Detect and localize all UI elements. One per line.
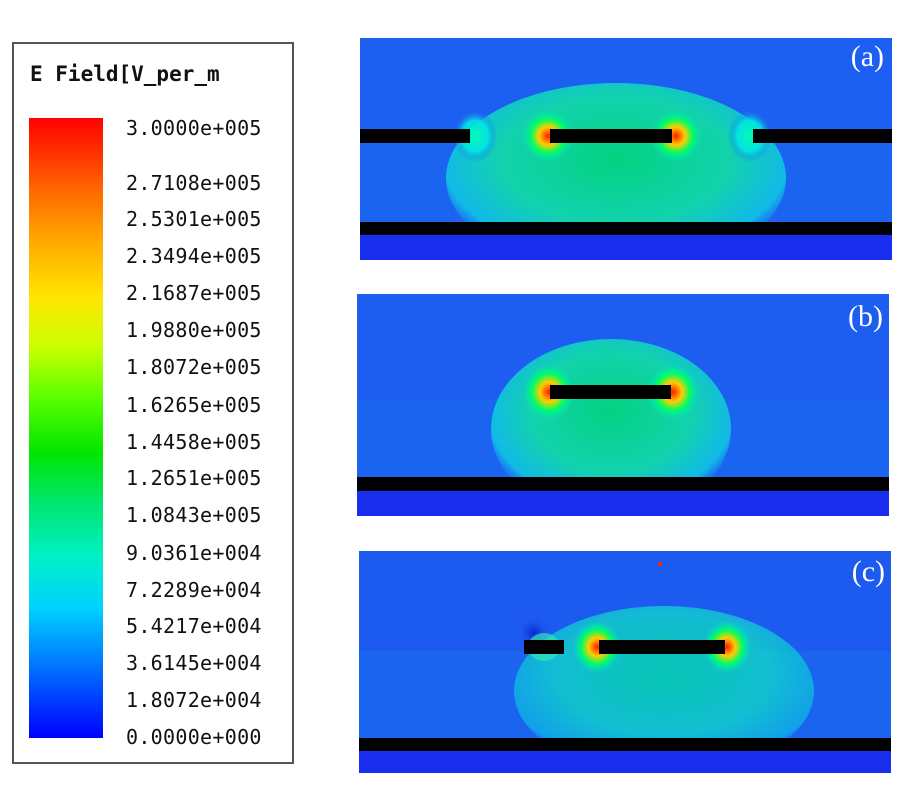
legend-tick: 1.8072e+004 bbox=[126, 688, 262, 712]
offset-stub-strip bbox=[524, 640, 564, 654]
bottom-ground-plane bbox=[357, 477, 889, 491]
legend-tick: 5.4217e+004 bbox=[126, 614, 262, 638]
legend-tick: 1.9880e+005 bbox=[126, 318, 262, 342]
legend-tick: 1.8072e+005 bbox=[126, 355, 262, 379]
colorbar bbox=[29, 118, 103, 738]
legend-tick: 1.0843e+005 bbox=[126, 503, 262, 527]
legend-title: E Field[V_per_m bbox=[30, 62, 220, 86]
bottom-ground-plane bbox=[359, 738, 891, 751]
signal-strip bbox=[599, 640, 725, 654]
legend-tick: 9.0361e+004 bbox=[126, 541, 262, 565]
legend-tick: 1.4458e+005 bbox=[126, 430, 262, 454]
legend-tick: 2.3494e+005 bbox=[126, 244, 262, 268]
field-panel-c: (c) bbox=[359, 551, 891, 773]
legend-tick: 3.6145e+004 bbox=[126, 651, 262, 675]
legend-tick: 2.5301e+005 bbox=[126, 207, 262, 231]
field-panel-a: (a) bbox=[360, 38, 892, 260]
field-panel-b: (b) bbox=[357, 294, 889, 516]
field-artifact-dot bbox=[658, 562, 662, 566]
legend-tick: 1.2651e+005 bbox=[126, 466, 262, 490]
legend-tick: 2.7108e+005 bbox=[126, 171, 262, 195]
panel-label-c: (c) bbox=[851, 555, 885, 588]
left-ground-strip bbox=[360, 129, 470, 143]
legend-tick: 2.1687e+005 bbox=[126, 281, 262, 305]
signal-strip bbox=[550, 129, 672, 143]
legend-tick: 7.2289e+004 bbox=[126, 578, 262, 602]
right-ground-strip bbox=[753, 129, 892, 143]
panel-label-a: (a) bbox=[850, 40, 884, 73]
panel-c-field-map bbox=[359, 551, 891, 773]
panel-b-field-map bbox=[357, 294, 889, 516]
signal-strip bbox=[550, 385, 671, 399]
bottom-ground-plane bbox=[360, 222, 892, 235]
field-legend: E Field[V_per_m 3.0000e+005 2.7108e+005 … bbox=[12, 42, 294, 764]
panel-a-field-map bbox=[360, 38, 892, 260]
legend-tick: 3.0000e+005 bbox=[126, 116, 262, 140]
legend-tick: 1.6265e+005 bbox=[126, 393, 262, 417]
panel-label-b: (b) bbox=[848, 300, 883, 333]
legend-tick: 0.0000e+000 bbox=[126, 725, 262, 749]
